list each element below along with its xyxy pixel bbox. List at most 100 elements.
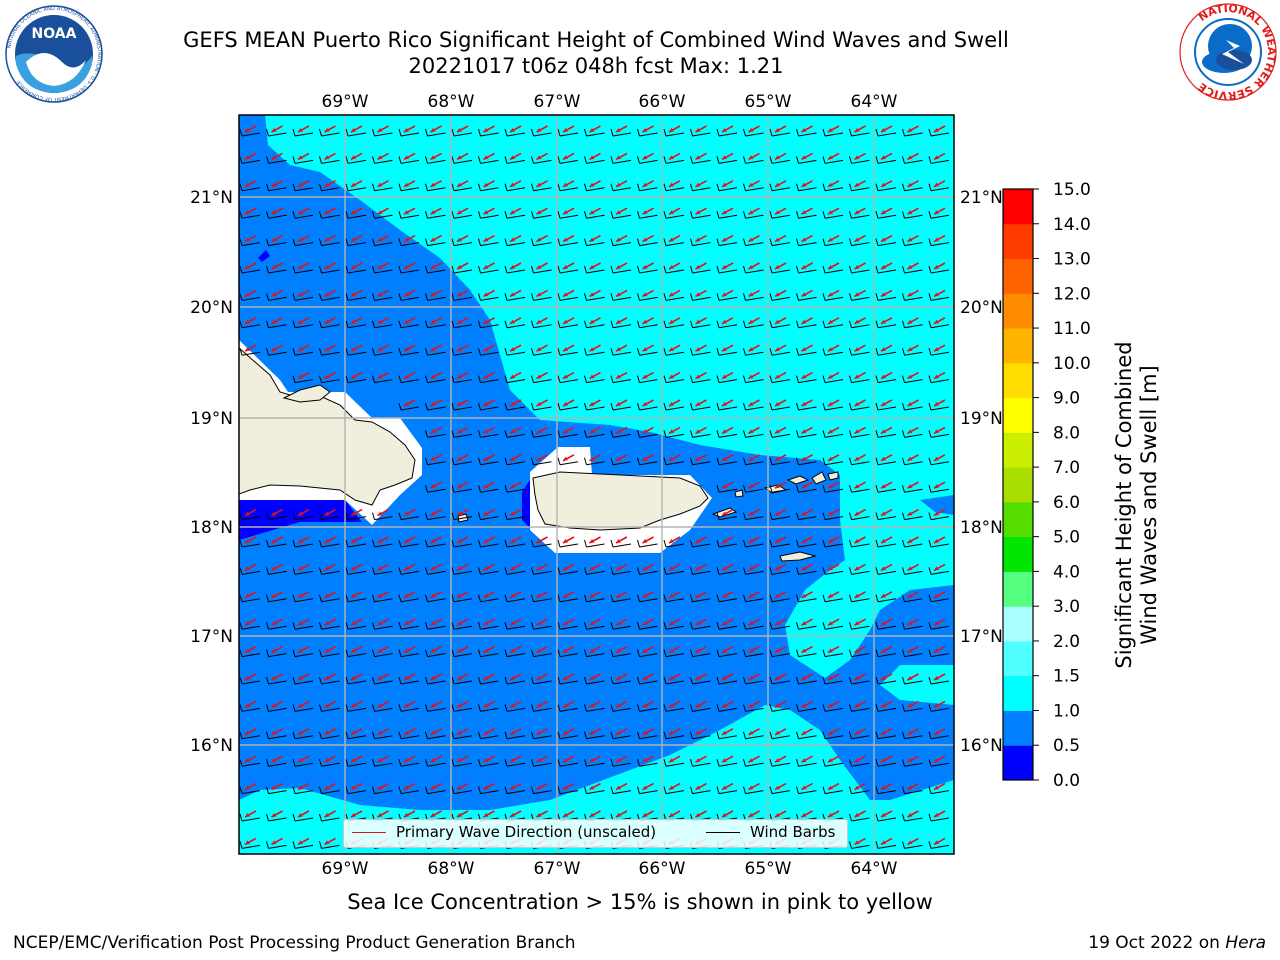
wind-barb-tick — [610, 211, 614, 219]
wave-arrowhead — [881, 319, 886, 324]
wave-arrowhead — [854, 785, 860, 790]
wave-arrowhead — [854, 648, 860, 653]
wind-barb-tick — [504, 649, 508, 657]
wind-barb-tick — [849, 567, 852, 575]
wave-arrowhead — [377, 703, 383, 708]
wind-barb-tick — [875, 128, 879, 137]
wave-arrowhead — [245, 730, 250, 735]
wave-arrowhead — [245, 265, 250, 269]
wave-arrowhead — [298, 785, 303, 790]
wind-barb-tick — [319, 293, 322, 301]
wind-barb-tick — [796, 704, 799, 712]
wind-barb — [268, 269, 287, 274]
wind-barb-tick — [319, 567, 322, 575]
wind-barb — [639, 324, 658, 329]
wind-barb-tick — [239, 786, 243, 794]
wind-barb — [374, 598, 393, 603]
wind-barb — [453, 653, 473, 658]
wind-barb — [559, 653, 579, 658]
wave-arrowhead — [430, 785, 436, 790]
wind-barb-tick — [928, 704, 932, 712]
wind-barb-tick — [769, 567, 773, 575]
wind-barb-tick — [478, 676, 481, 685]
wind-barb-tick — [239, 594, 243, 602]
wave-arrowhead — [430, 347, 436, 352]
wind-barb — [745, 159, 764, 164]
wave-arrowhead — [748, 813, 754, 817]
wave-arrowhead — [510, 785, 515, 790]
wind-barb-tick — [796, 731, 799, 739]
wind-barb-tick — [769, 786, 773, 794]
wind-barb-tick — [478, 539, 481, 548]
wind-barb — [824, 653, 844, 658]
wind-barb-tick — [266, 649, 269, 657]
wind-barb — [877, 516, 897, 521]
wind-barb-tick — [928, 676, 932, 685]
wind-barb-tick — [690, 183, 693, 191]
wave-arrowhead — [271, 237, 277, 242]
wave-arrowhead — [404, 621, 409, 626]
wind-barb — [506, 762, 526, 767]
wind-barb-tick — [822, 320, 826, 328]
wind-barb — [745, 461, 764, 466]
wind-barb — [718, 269, 738, 274]
wind-barb-tick — [849, 211, 852, 219]
wind-barb — [930, 680, 950, 685]
wave-arrowhead — [483, 128, 489, 132]
wind-barb — [798, 570, 817, 575]
wave-arrowhead — [457, 813, 462, 817]
wave-arrowhead — [351, 237, 356, 242]
wind-barb-tick — [266, 567, 269, 575]
wind-barb — [400, 406, 420, 411]
wind-barb-tick — [292, 238, 296, 246]
wave-arrowhead — [563, 155, 568, 160]
wave-arrowhead — [934, 210, 939, 215]
wave-arrowhead — [457, 785, 462, 790]
wind-barb — [692, 159, 711, 164]
wind-barb — [745, 214, 764, 219]
colorbar-segment — [1003, 328, 1033, 364]
wave-arrowhead — [695, 237, 701, 242]
wind-barb — [241, 653, 261, 658]
wind-barb — [347, 242, 367, 247]
wind-barb — [824, 790, 844, 795]
wind-barb-tick — [319, 128, 322, 137]
wind-barb — [321, 790, 340, 795]
wave-arrowhead — [801, 374, 807, 379]
wind-barb — [480, 132, 499, 137]
wave-arrowhead — [775, 319, 780, 324]
wind-barb — [612, 242, 632, 247]
wind-barb-tick — [345, 128, 349, 137]
wind-barb-tick — [822, 457, 826, 465]
wave-arrowhead — [881, 128, 886, 132]
wind-barb — [347, 707, 367, 712]
wind-barb-tick — [266, 211, 269, 219]
wind-barb-tick — [478, 786, 481, 794]
wave-arrowhead — [828, 265, 833, 269]
wind-barb-tick — [822, 430, 826, 438]
wave-arrowhead — [430, 539, 436, 543]
wind-barb-tick — [902, 759, 905, 767]
wind-barb-tick — [425, 375, 428, 383]
wind-barb-tick — [690, 430, 693, 438]
wind-barb — [480, 707, 499, 712]
wind-barb — [559, 707, 579, 712]
wave-arrowhead — [483, 265, 489, 269]
wind-barb-tick — [345, 622, 349, 630]
wave-arrowhead — [430, 511, 436, 516]
wave-arrowhead — [801, 292, 807, 297]
wind-barb — [453, 598, 473, 603]
wind-barb — [824, 324, 844, 329]
wind-barb — [347, 351, 367, 356]
wind-barb — [665, 406, 685, 411]
wind-barb-tick — [557, 759, 561, 767]
wind-barb-tick — [822, 539, 826, 548]
wind-barb — [851, 269, 870, 274]
wave-arrowhead — [669, 265, 674, 269]
wave-arrowhead — [748, 593, 754, 598]
colorbar-label: Significant Height of Combined Wind Wave… — [1112, 341, 1161, 669]
wave-arrowhead — [907, 648, 913, 653]
wave-arrowhead — [404, 758, 409, 763]
wave-arrowhead — [536, 539, 542, 543]
wind-barb-tick — [716, 156, 720, 164]
